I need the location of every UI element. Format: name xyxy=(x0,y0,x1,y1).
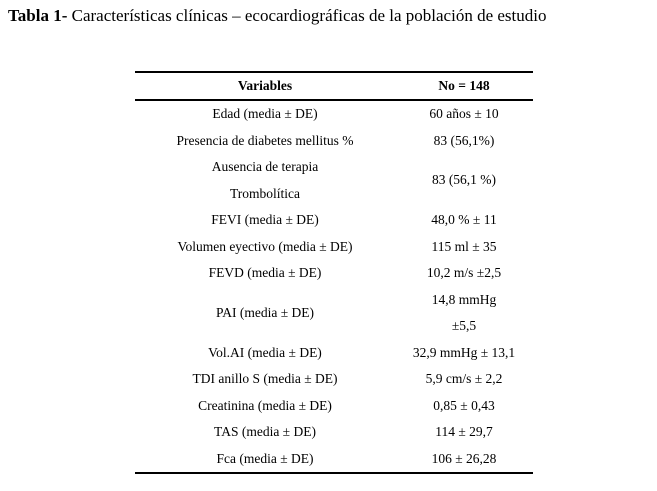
variable-cell: FEVI (media ± DE) xyxy=(135,207,395,234)
variable-cell: Presencia de diabetes mellitus % xyxy=(135,128,395,155)
variable-cell: Volumen eyectivo (media ± DE) xyxy=(135,234,395,261)
table-row: TAS (media ± DE) 114 ± 29,7 xyxy=(135,419,533,446)
variable-text: TDI anillo S (media ± DE) xyxy=(192,371,338,386)
value-text: 14,8 mmHg xyxy=(431,291,497,307)
value-text: 106 ± 26,28 xyxy=(431,450,497,466)
table-row: Vol.AI (media ± DE) 32,9 mmHg ± 13,1 xyxy=(135,340,533,367)
variable-text: Creatinina (media ± DE) xyxy=(198,397,332,413)
variable-cell: Creatinina (media ± DE) xyxy=(135,393,395,420)
value-cell: 115 ml ± 35 xyxy=(395,234,533,261)
value-cell: 106 ± 26,28 xyxy=(395,446,533,474)
variable-text: FEVI (media ± DE) xyxy=(211,212,319,227)
value-cell: 0,85 ± 0,43 xyxy=(395,393,533,420)
variable-text: TAS (media ± DE) xyxy=(214,424,316,439)
value-text: ±5,5 xyxy=(451,318,477,333)
variable-cell: TDI anillo S (media ± DE) xyxy=(135,366,395,393)
value-cell: 60 años ± 10 xyxy=(395,100,533,128)
variable-cell: PAI (media ± DE) xyxy=(135,287,395,340)
value-text: 83 (56,1%) xyxy=(433,132,495,148)
clinical-characteristics-table: Variables No = 148 Edad (media ± DE) 60 a… xyxy=(135,71,533,474)
table-row: Ausencia de terapia Trombolítica 83 (56,1 … xyxy=(135,154,533,207)
value-cell: 14,8 mmHg ±5,5 xyxy=(395,287,533,340)
value-text: 10,2 m/s ±2,5 xyxy=(426,265,502,280)
variable-cell: Ausencia de terapia Trombolítica xyxy=(135,154,395,207)
value-text: 115 ml ± 35 xyxy=(431,238,497,254)
variable-text: PAI (media ± DE) xyxy=(215,304,315,320)
table-row: TDI anillo S (media ± DE) 5,9 cm/s ± 2,2 xyxy=(135,366,533,393)
variable-cell: TAS (media ± DE) xyxy=(135,419,395,446)
value-cell: 83 (56,1 %) xyxy=(395,154,533,207)
variable-text: Edad (media ± DE) xyxy=(212,106,318,121)
value-cell: 32,9 mmHg ± 13,1 xyxy=(395,340,533,367)
table-row: Creatinina (media ± DE) 0,85 ± 0,43 xyxy=(135,393,533,420)
table-row: FEVI (media ± DE) 48,0 % ± 11 xyxy=(135,207,533,234)
table-caption: Tabla 1- Características clínicas – ecoc… xyxy=(8,6,546,26)
table-title: Características clínicas – ecocardiográf… xyxy=(67,6,547,25)
value-cell: 5,9 cm/s ± 2,2 xyxy=(395,366,533,393)
variable-text: Volumen eyectivo (media ± DE) xyxy=(177,238,353,254)
variable-cell: Vol.AI (media ± DE) xyxy=(135,340,395,367)
table-row: FEVD (media ± DE) 10,2 m/s ±2,5 xyxy=(135,260,533,287)
value-text: 60 años ± 10 xyxy=(429,106,499,121)
value-text: 0,85 ± 0,43 xyxy=(433,397,495,413)
value-text: 83 (56,1 %) xyxy=(431,172,497,188)
variable-text: Trombolítica xyxy=(229,185,300,201)
variable-cell: Edad (media ± DE) xyxy=(135,100,395,128)
variable-text: FEVD (media ± DE) xyxy=(208,265,322,280)
table-row: Volumen eyectivo (media ± DE) 115 ml ± 35 xyxy=(135,234,533,261)
variable-text: Fca (media ± DE) xyxy=(216,450,314,466)
value-cell: 10,2 m/s ±2,5 xyxy=(395,260,533,287)
variable-text: Vol.AI (media ± DE) xyxy=(208,344,322,360)
value-cell: 83 (56,1%) xyxy=(395,128,533,155)
table-row: Presencia de diabetes mellitus % 83 (56,1… xyxy=(135,128,533,155)
variable-text: Presencia de diabetes mellitus % xyxy=(176,132,354,148)
value-text: 32,9 mmHg ± 13,1 xyxy=(412,344,516,360)
variable-text: Ausencia de terapia xyxy=(211,159,319,174)
value-cell: 48,0 % ± 11 xyxy=(395,207,533,234)
header-n: No = 148 xyxy=(438,78,490,93)
header-row: Variables No = 148 xyxy=(135,72,533,100)
header-variables: Variables xyxy=(237,78,293,93)
value-text: 48,0 % ± 11 xyxy=(431,212,497,227)
table-row: Edad (media ± DE) 60 años ± 10 xyxy=(135,100,533,128)
table-row: PAI (media ± DE) 14,8 mmHg ±5,5 xyxy=(135,287,533,340)
table-number: Tabla 1- xyxy=(8,6,68,25)
value-text: 114 ± 29,7 xyxy=(435,424,493,439)
variable-cell: Fca (media ± DE) xyxy=(135,446,395,474)
value-text: 5,9 cm/s ± 2,2 xyxy=(425,371,503,386)
value-cell: 114 ± 29,7 xyxy=(395,419,533,446)
table-row: Fca (media ± DE) 106 ± 26,28 xyxy=(135,446,533,474)
variable-cell: FEVD (media ± DE) xyxy=(135,260,395,287)
